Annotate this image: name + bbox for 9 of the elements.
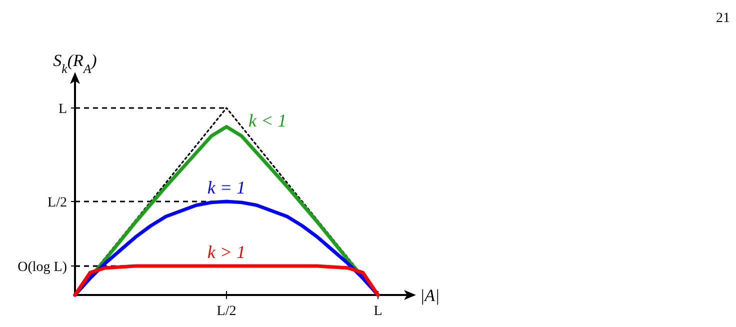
series-label: k < 1 (248, 110, 287, 131)
y-axis-title: S$_{k}$(R$_{A}$) (53, 51, 98, 76)
series-label: k = 1 (207, 178, 246, 198)
text: 21 (716, 11, 730, 26)
series-label: k > 1 (207, 242, 246, 262)
x-axis-title: |A| (420, 286, 440, 305)
ref-line-label: O(log L) (18, 260, 68, 276)
ref-line-label: L/2 (48, 196, 67, 210)
ref-line-label: L (58, 102, 67, 117)
